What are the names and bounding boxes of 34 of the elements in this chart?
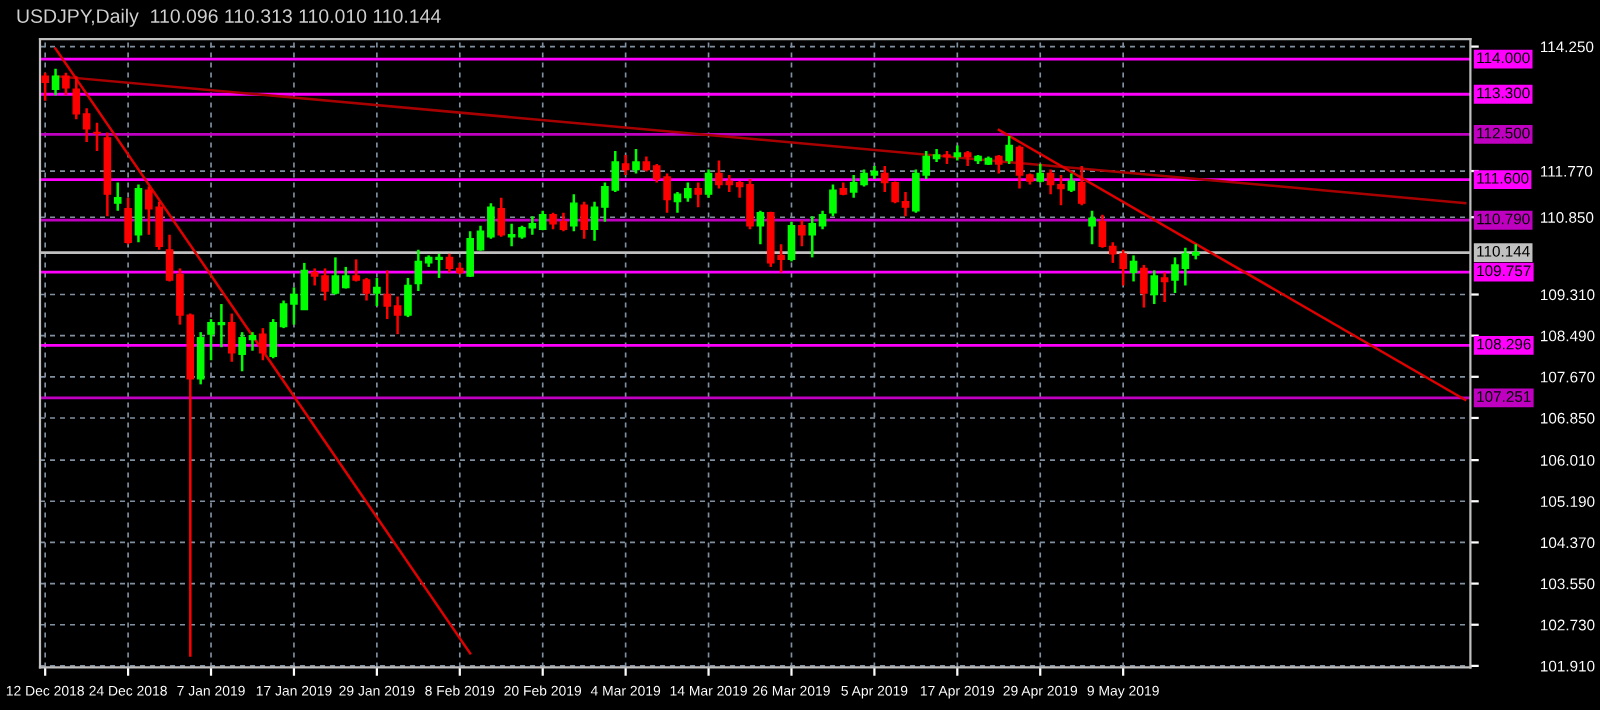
candlestick — [704, 168, 713, 199]
candlestick — [62, 71, 70, 97]
candlestick — [1160, 271, 1169, 304]
candlestick — [259, 326, 267, 362]
candlestick — [134, 183, 143, 244]
candlestick — [1067, 172, 1076, 194]
candlestick — [829, 183, 837, 218]
candlestick — [497, 196, 506, 239]
candlestick — [994, 153, 1003, 175]
candlestick — [196, 330, 205, 386]
candlestick — [1088, 209, 1096, 246]
candlestick — [570, 192, 578, 233]
candlestick — [694, 181, 702, 209]
candlestick — [1140, 263, 1148, 309]
candlestick — [1005, 134, 1013, 166]
candlestick — [404, 276, 412, 319]
candlestick — [787, 220, 796, 263]
candlestick — [580, 200, 588, 241]
candlestick — [51, 67, 60, 97]
candlestick — [756, 209, 765, 246]
candlestick — [1129, 254, 1138, 283]
candlestick — [798, 218, 806, 248]
candlestick — [1077, 164, 1086, 207]
candlestick — [1036, 162, 1045, 184]
candlestick — [93, 121, 101, 153]
candlestick — [41, 71, 49, 103]
candlestick — [373, 276, 381, 308]
candlestick — [1150, 269, 1159, 306]
candlestick — [124, 196, 132, 246]
candlestick — [227, 312, 236, 364]
candlestick — [113, 181, 122, 212]
chart-title: USDJPY,Daily 110.096 110.313 110.010 110.144 — [17, 8, 441, 27]
candlestick — [632, 147, 640, 175]
candlestick — [621, 153, 630, 177]
